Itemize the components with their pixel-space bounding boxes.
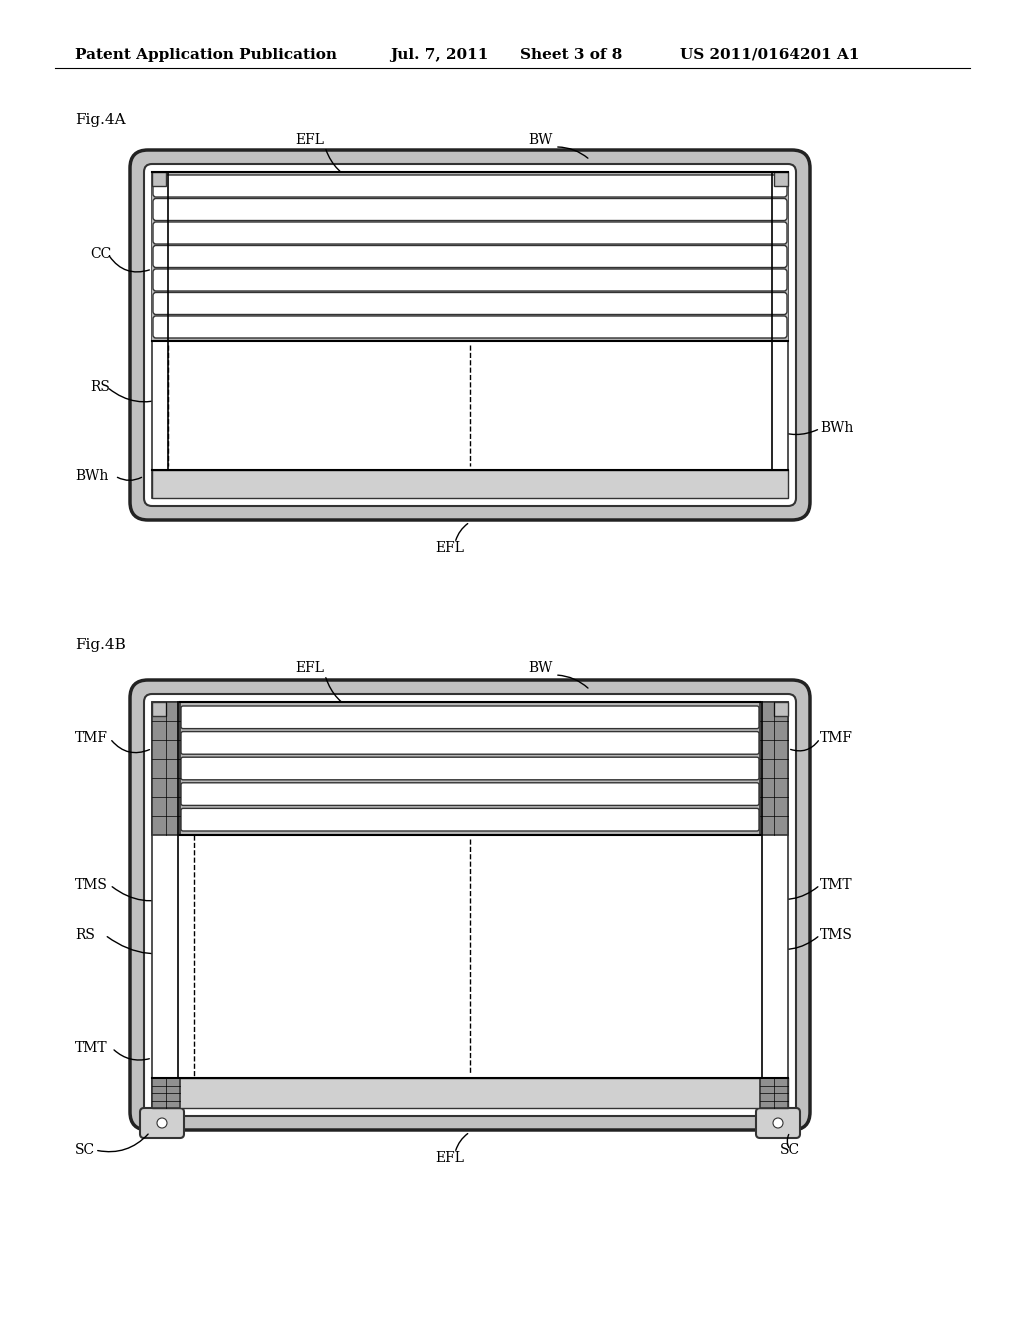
Text: BW: BW (527, 133, 552, 147)
Bar (152, 702, 788, 1107)
FancyBboxPatch shape (181, 731, 759, 754)
Text: BW: BW (527, 661, 552, 675)
Bar (152, 470, 788, 498)
FancyBboxPatch shape (756, 1107, 800, 1138)
FancyBboxPatch shape (130, 150, 810, 520)
Text: TMS: TMS (820, 928, 853, 942)
FancyBboxPatch shape (153, 246, 787, 268)
Bar (152, 1078, 180, 1107)
Text: SC: SC (780, 1143, 800, 1158)
FancyBboxPatch shape (181, 758, 759, 780)
Text: Sheet 3 of 8: Sheet 3 of 8 (520, 48, 623, 62)
Text: Jul. 7, 2011: Jul. 7, 2011 (390, 48, 488, 62)
Text: BWh: BWh (820, 421, 853, 436)
Text: Fig.4B: Fig.4B (75, 638, 126, 652)
FancyBboxPatch shape (144, 164, 796, 506)
Text: EFL: EFL (296, 661, 325, 675)
Bar (152, 1078, 788, 1107)
Bar (774, 702, 788, 715)
Bar (152, 702, 166, 715)
Text: EFL: EFL (435, 1151, 465, 1166)
Text: Fig.4A: Fig.4A (75, 114, 126, 127)
Text: Patent Application Publication: Patent Application Publication (75, 48, 337, 62)
Circle shape (157, 1118, 167, 1129)
FancyBboxPatch shape (181, 808, 759, 832)
Circle shape (773, 1118, 783, 1129)
Text: TMF: TMF (820, 731, 853, 746)
Text: EFL: EFL (435, 541, 465, 554)
Text: BWh: BWh (75, 469, 109, 483)
FancyBboxPatch shape (130, 680, 810, 1130)
FancyBboxPatch shape (153, 176, 787, 197)
FancyBboxPatch shape (181, 783, 759, 805)
FancyBboxPatch shape (153, 222, 787, 244)
Bar (774, 172, 788, 186)
Bar (152, 172, 166, 186)
Text: TMS: TMS (75, 878, 108, 892)
Bar (760, 1078, 788, 1107)
Text: US 2011/0164201 A1: US 2011/0164201 A1 (680, 48, 859, 62)
FancyBboxPatch shape (153, 293, 787, 314)
FancyBboxPatch shape (144, 694, 796, 1115)
Text: CC: CC (90, 247, 112, 261)
FancyBboxPatch shape (140, 1107, 184, 1138)
Text: TMF: TMF (75, 731, 108, 746)
Text: RS: RS (90, 380, 110, 393)
Bar (180, 702, 760, 836)
FancyBboxPatch shape (153, 315, 787, 338)
Text: SC: SC (75, 1143, 95, 1158)
Bar (152, 702, 180, 836)
Bar (152, 172, 788, 341)
FancyBboxPatch shape (153, 269, 787, 290)
Bar (152, 172, 788, 498)
FancyBboxPatch shape (153, 198, 787, 220)
Text: TMT: TMT (820, 878, 853, 892)
Text: TMT: TMT (75, 1041, 108, 1055)
FancyBboxPatch shape (181, 706, 759, 729)
Text: RS: RS (75, 928, 95, 942)
Text: EFL: EFL (296, 133, 325, 147)
Bar (760, 702, 788, 836)
